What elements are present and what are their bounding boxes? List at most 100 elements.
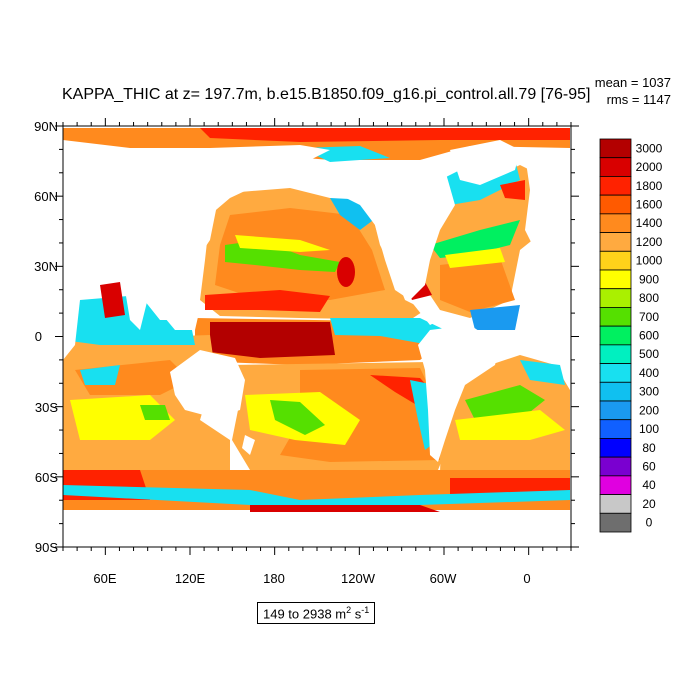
caribbean-cyan (470, 305, 520, 330)
colorbar-swatch (599, 288, 632, 308)
lon-label-120w: 120W (341, 571, 376, 586)
land-australia (170, 350, 245, 418)
north-atlantic-red (500, 180, 525, 200)
colorbar-label: 2000 (636, 160, 663, 174)
lon-label-60e: 60E (93, 571, 116, 586)
indian-cyan-west (80, 365, 120, 385)
colorbar-label: 800 (639, 291, 659, 305)
land-antarctica (63, 518, 570, 547)
data-range-label: 149 to 2938 m2 s-1 (257, 602, 376, 625)
lat-label-0: 0 (35, 329, 42, 344)
land-se-asia (155, 300, 200, 330)
unit-seconds: s (351, 606, 362, 622)
lon-label-180: 180 (263, 571, 285, 586)
lat-label-90n: 90N (34, 119, 58, 134)
colorbar-swatch (599, 475, 632, 495)
north-pacific-yellow (235, 235, 330, 252)
colorbar-label: 700 (639, 310, 659, 324)
plot-title: KAPPA_THIC at z= 197.7m, b.e15.B1850.f09… (62, 86, 591, 103)
land-north-america (340, 160, 455, 300)
colorbar-swatch (599, 381, 632, 402)
colorbar-label: 1200 (636, 235, 663, 249)
colorbar-swatch (599, 344, 632, 364)
colorbar-label: 600 (639, 329, 659, 343)
north-pacific-gyre (337, 257, 355, 287)
land-greenland (450, 140, 520, 185)
colorbar-label: 500 (639, 347, 659, 361)
lon-label-0: 0 (523, 571, 530, 586)
colorbar-swatch (599, 157, 632, 177)
land-africa-east (540, 290, 570, 360)
colorbar-swatch (599, 307, 632, 327)
colorbar-label: 1400 (636, 216, 663, 230)
land-europe (525, 150, 570, 270)
colorbar-swatch (599, 456, 632, 477)
colorbar: 3000200018001600140012001000900800700600… (599, 138, 663, 533)
lat-label-30s: 30S (35, 400, 58, 415)
colorbar-swatch (599, 232, 632, 252)
colorbar-swatch (599, 213, 632, 233)
axis-ticks (55, 118, 579, 555)
lat-label-90s: 90S (35, 540, 58, 555)
indian-green (140, 405, 170, 420)
south-atlantic-green (465, 385, 545, 420)
colorbar-label: 100 (639, 422, 659, 436)
colorbar-swatch (599, 138, 632, 159)
colorbar-label: 20 (642, 497, 656, 511)
equatorial-red (210, 322, 335, 358)
land-central-america (410, 300, 440, 325)
colorbar-label: 0 (646, 516, 653, 530)
colorbar-label: 300 (639, 385, 659, 399)
lat-label-30n: 30N (34, 259, 58, 274)
lat-label-60s: 60S (35, 470, 58, 485)
colorbar-label: 1600 (636, 198, 663, 212)
colorbar-label: 1800 (636, 179, 663, 193)
data-range-text: 149 to 2938 m (263, 606, 347, 622)
colorbar-swatch (599, 438, 632, 458)
colorbar-swatch (599, 400, 632, 421)
lat-label-60n: 60N (34, 189, 58, 204)
rms-value: rms = 1147 (606, 92, 671, 107)
equatorial-cyan (330, 318, 445, 345)
colorbar-swatch (599, 194, 632, 215)
colorbar-label: 900 (639, 272, 659, 286)
colorbar-swatch (599, 250, 632, 271)
south-pacific-green (270, 400, 325, 435)
land-new-zealand (242, 435, 255, 455)
north-pacific-red-band (205, 290, 330, 312)
colorbar-swatch (599, 512, 632, 533)
land-eurasia (63, 128, 330, 300)
antarctic-cyan (63, 485, 570, 510)
colorbar-swatch (599, 325, 632, 346)
colorbar-label: 80 (642, 441, 656, 455)
land-south-america (418, 325, 500, 462)
south-atlantic-yellow (455, 410, 565, 440)
colorbar-swatch (599, 363, 632, 383)
colorbar-swatch (599, 419, 632, 439)
land-africa (63, 290, 80, 360)
colorbar-swatch (599, 176, 632, 196)
colorbar-label: 40 (642, 478, 656, 492)
unit-exponent-m: 2 (346, 605, 352, 615)
mean-value: mean = 1037 (594, 75, 671, 90)
antarctic-coast-red (250, 505, 440, 512)
north-atlantic-orange (440, 258, 515, 312)
north-atlantic-yellow (445, 248, 505, 268)
unit-exponent-s: -1 (361, 605, 370, 615)
north-atlantic-green (430, 220, 520, 258)
colorbar-swatch (599, 269, 632, 290)
colorbar-swatch (599, 494, 632, 514)
land-india (125, 290, 150, 330)
lon-label-60w: 60W (430, 571, 457, 586)
land (63, 128, 570, 547)
lon-label-120e: 120E (175, 571, 206, 586)
colorbar-label: 400 (639, 366, 659, 380)
colorbar-label: 60 (642, 460, 656, 474)
arctic-red (200, 128, 570, 142)
colorbar-label: 1000 (636, 254, 663, 268)
indian-cyan-north (63, 295, 195, 345)
colorbar-label: 200 (639, 403, 659, 417)
colorbar-label: 3000 (636, 141, 663, 155)
indian-red-arabian (100, 282, 125, 318)
